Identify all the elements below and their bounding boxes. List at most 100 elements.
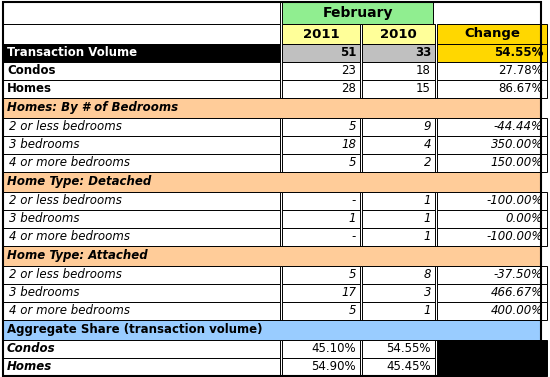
Text: Homes: Homes: [7, 83, 52, 95]
Text: 2 or less bedrooms: 2 or less bedrooms: [9, 121, 122, 133]
Text: 4 or more bedrooms: 4 or more bedrooms: [9, 156, 130, 170]
Bar: [437, 210, 547, 228]
Bar: [3, 266, 280, 284]
Text: Home Type: Attached: Home Type: Attached: [7, 250, 147, 262]
Bar: [3, 320, 541, 340]
Bar: [282, 80, 360, 98]
Bar: [437, 358, 547, 376]
Text: 54.55%: 54.55%: [387, 342, 431, 356]
Bar: [3, 2, 280, 24]
Bar: [362, 80, 435, 98]
Bar: [437, 266, 547, 284]
Bar: [282, 24, 360, 44]
Bar: [3, 24, 280, 44]
Bar: [282, 266, 360, 284]
Bar: [362, 192, 435, 210]
Bar: [3, 44, 280, 62]
Bar: [3, 228, 280, 246]
Text: 2010: 2010: [380, 28, 417, 40]
Bar: [437, 62, 547, 80]
Text: -37.50%: -37.50%: [494, 268, 543, 282]
Bar: [3, 62, 280, 80]
Bar: [437, 340, 547, 358]
Text: -: -: [352, 230, 356, 244]
Bar: [282, 192, 360, 210]
Bar: [282, 118, 360, 136]
Bar: [362, 118, 435, 136]
Text: 1: 1: [424, 230, 431, 244]
Text: -44.44%: -44.44%: [494, 121, 543, 133]
Text: 3: 3: [424, 287, 431, 299]
Text: 45.10%: 45.10%: [311, 342, 356, 356]
Text: Homes: By # of Bedrooms: Homes: By # of Bedrooms: [7, 101, 178, 115]
Bar: [437, 2, 547, 24]
Bar: [3, 210, 280, 228]
Text: 350.00%: 350.00%: [491, 138, 543, 152]
Bar: [437, 80, 547, 98]
Bar: [3, 98, 541, 118]
Text: 28: 28: [341, 83, 356, 95]
Text: -: -: [352, 195, 356, 207]
Text: 23: 23: [341, 64, 356, 78]
Text: 2011: 2011: [302, 28, 339, 40]
Text: Change: Change: [464, 28, 520, 40]
Text: 0.00%: 0.00%: [505, 213, 543, 225]
Text: 5: 5: [349, 156, 356, 170]
Text: Condos: Condos: [7, 342, 56, 356]
Text: 8: 8: [424, 268, 431, 282]
Bar: [437, 24, 547, 44]
Text: 4 or more bedrooms: 4 or more bedrooms: [9, 230, 130, 244]
Bar: [362, 24, 435, 44]
Bar: [3, 172, 541, 192]
Text: 3 bedrooms: 3 bedrooms: [9, 213, 80, 225]
Bar: [3, 80, 280, 98]
Text: 9: 9: [424, 121, 431, 133]
Bar: [282, 228, 360, 246]
Text: 4 or more bedrooms: 4 or more bedrooms: [9, 305, 130, 317]
Text: 1: 1: [424, 305, 431, 317]
Text: 54.55%: 54.55%: [494, 46, 543, 60]
Bar: [362, 44, 435, 62]
Bar: [362, 210, 435, 228]
Text: 5: 5: [349, 305, 356, 317]
Text: Home Type: Detached: Home Type: Detached: [7, 176, 151, 188]
Bar: [362, 358, 435, 376]
Text: 5: 5: [349, 268, 356, 282]
Text: 3 bedrooms: 3 bedrooms: [9, 138, 80, 152]
Text: 18: 18: [341, 138, 356, 152]
Bar: [282, 44, 360, 62]
Bar: [437, 302, 547, 320]
Text: 5: 5: [349, 121, 356, 133]
Bar: [362, 302, 435, 320]
Text: -100.00%: -100.00%: [486, 230, 543, 244]
Bar: [282, 358, 360, 376]
Bar: [3, 340, 280, 358]
Text: 18: 18: [416, 64, 431, 78]
Text: Homes: Homes: [7, 360, 52, 374]
Text: 45.45%: 45.45%: [386, 360, 431, 374]
Text: 27.78%: 27.78%: [498, 64, 543, 78]
Bar: [362, 62, 435, 80]
Bar: [3, 358, 280, 376]
Text: Aggregate Share (transaction volume): Aggregate Share (transaction volume): [7, 323, 262, 337]
Bar: [282, 302, 360, 320]
Bar: [282, 136, 360, 154]
Bar: [362, 136, 435, 154]
Bar: [362, 284, 435, 302]
Bar: [362, 266, 435, 284]
Text: Transaction Volume: Transaction Volume: [7, 46, 137, 60]
Bar: [437, 228, 547, 246]
Bar: [437, 284, 547, 302]
Bar: [3, 136, 280, 154]
Text: 86.67%: 86.67%: [498, 83, 543, 95]
Text: 17: 17: [341, 287, 356, 299]
Text: 15: 15: [416, 83, 431, 95]
Bar: [437, 192, 547, 210]
Bar: [3, 302, 280, 320]
Text: 400.00%: 400.00%: [491, 305, 543, 317]
Bar: [282, 62, 360, 80]
Text: 2 or less bedrooms: 2 or less bedrooms: [9, 268, 122, 282]
Text: 2: 2: [424, 156, 431, 170]
Bar: [437, 44, 547, 62]
Bar: [3, 284, 280, 302]
